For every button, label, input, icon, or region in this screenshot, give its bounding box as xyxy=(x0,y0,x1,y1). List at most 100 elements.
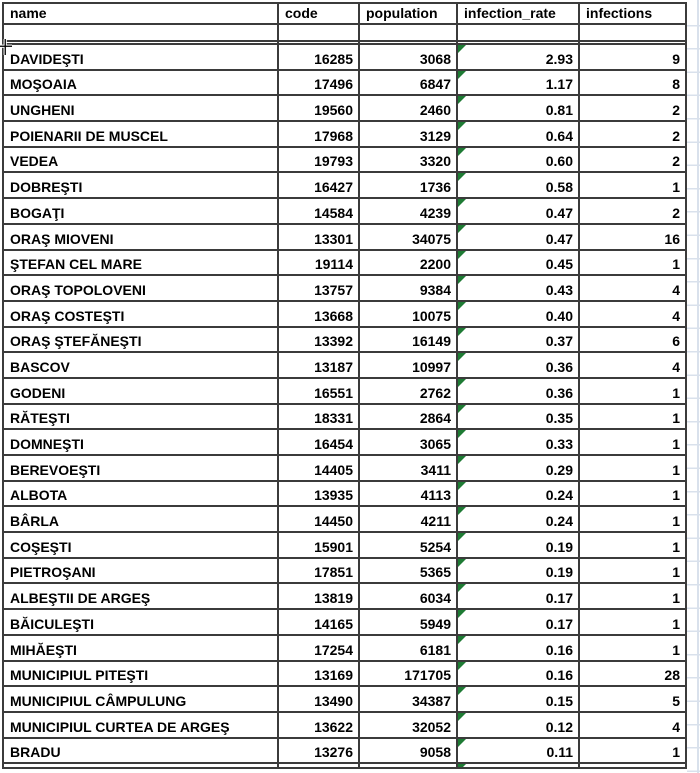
cell-code[interactable]: 19793 xyxy=(277,145,360,174)
cell-code[interactable]: 14405 xyxy=(277,454,360,482)
cell-code[interactable]: 13935 xyxy=(277,479,360,508)
cell-code[interactable]: 19114 xyxy=(277,248,360,277)
cell-infections[interactable]: 16 xyxy=(578,222,687,251)
cell-infection-rate[interactable]: 0.19 xyxy=(456,556,580,585)
cell-infections[interactable]: 1 xyxy=(578,402,687,431)
cell-population[interactable]: 4113 xyxy=(358,479,458,508)
cell-infections[interactable]: 1 xyxy=(578,633,687,662)
cell-population[interactable]: 2460 xyxy=(358,94,458,123)
empty-cell[interactable] xyxy=(358,23,458,42)
cell-population[interactable]: 5254 xyxy=(358,531,458,559)
empty-cell[interactable] xyxy=(277,40,360,45)
cell-infections[interactable]: 1 xyxy=(578,428,687,456)
cell-population[interactable]: 4211 xyxy=(358,505,458,534)
cell-infection-rate[interactable]: 0.45 xyxy=(456,248,580,277)
cell-code[interactable]: 17968 xyxy=(277,120,360,148)
cell-code[interactable]: 13276 xyxy=(277,736,360,765)
cell-infection-rate[interactable]: 0.37 xyxy=(456,325,580,354)
cell-name[interactable]: BASCOV xyxy=(2,351,279,379)
cell-population[interactable]: 4239 xyxy=(358,197,458,225)
cell-name[interactable]: ŞTEFAN CEL MARE xyxy=(2,248,279,277)
cell-name[interactable]: DOMNEŞTI xyxy=(2,428,279,456)
cell-infections[interactable]: 1 xyxy=(578,479,687,508)
cell-population[interactable]: 6034 xyxy=(358,582,458,611)
cell-infections[interactable]: 1 xyxy=(578,556,687,585)
cell-name[interactable]: MIHĂEŞTI xyxy=(2,633,279,662)
cell-code[interactable]: 13490 xyxy=(277,685,360,713)
cell-infections[interactable]: 2 xyxy=(578,145,687,174)
cell-name[interactable]: ORAŞ COSTEŞTI xyxy=(2,299,279,328)
cell-infections[interactable]: 4 xyxy=(578,274,687,302)
cell-infection-rate[interactable]: 0.11 xyxy=(456,736,580,765)
cell-infections[interactable]: 2 xyxy=(578,94,687,123)
cell-name[interactable]: MOŞOAIA xyxy=(2,68,279,97)
cell-population[interactable]: 9384 xyxy=(358,274,458,302)
cell-infections[interactable]: 4 xyxy=(578,710,687,739)
cell-name[interactable]: BÂRLA xyxy=(2,505,279,534)
cell-infections[interactable]: 1 xyxy=(578,376,687,405)
cell-name[interactable]: BĂICULEŞTI xyxy=(2,608,279,636)
cell-name[interactable]: ALBOTA xyxy=(2,479,279,508)
cell-infection-rate[interactable]: 0.43 xyxy=(456,274,580,302)
cell-population[interactable]: 32052 xyxy=(358,710,458,739)
empty-cell[interactable] xyxy=(2,23,279,42)
cell-infection-rate[interactable]: 0.17 xyxy=(456,582,580,611)
cell-infection-rate[interactable]: 0.29 xyxy=(456,454,580,482)
cell-code[interactable]: 16454 xyxy=(277,428,360,456)
cell-code[interactable]: 17254 xyxy=(277,633,360,662)
column-header-population[interactable]: population xyxy=(358,2,458,25)
column-header-infections[interactable]: infections xyxy=(578,2,687,25)
empty-cell[interactable] xyxy=(358,762,458,770)
cell-infections[interactable]: 2 xyxy=(578,197,687,225)
empty-cell[interactable] xyxy=(578,40,687,45)
cell-infections[interactable]: 1 xyxy=(578,736,687,765)
cell-infection-rate[interactable]: 0.36 xyxy=(456,351,580,379)
cell-infection-rate[interactable]: 0.81 xyxy=(456,94,580,123)
cell-infection-rate[interactable]: 0.64 xyxy=(456,120,580,148)
cell-name[interactable]: BEREVOEŞTI xyxy=(2,454,279,482)
cell-infection-rate[interactable]: 0.16 xyxy=(456,633,580,662)
cell-code[interactable]: 16551 xyxy=(277,376,360,405)
cell-infections[interactable]: 2 xyxy=(578,120,687,148)
cell-infections[interactable]: 5 xyxy=(578,685,687,713)
cell-code[interactable]: 13668 xyxy=(277,299,360,328)
cell-code[interactable]: 15901 xyxy=(277,531,360,559)
empty-cell[interactable] xyxy=(358,40,458,45)
cell-infections[interactable]: 4 xyxy=(578,299,687,328)
cell-population[interactable]: 10997 xyxy=(358,351,458,379)
cell-name[interactable]: ORAŞ TOPOLOVENI xyxy=(2,274,279,302)
cell-population[interactable]: 171705 xyxy=(358,659,458,688)
cell-code[interactable]: 13301 xyxy=(277,222,360,251)
cell-code[interactable]: 17851 xyxy=(277,556,360,585)
cell-infections[interactable]: 1 xyxy=(578,248,687,277)
cell-code[interactable]: 13392 xyxy=(277,325,360,354)
cell-population[interactable]: 34387 xyxy=(358,685,458,713)
cell-name[interactable]: MUNICIPIUL CURTEA DE ARGEŞ xyxy=(2,710,279,739)
cell-name[interactable]: RĂTEŞTI xyxy=(2,402,279,431)
cell-population[interactable]: 2200 xyxy=(358,248,458,277)
cell-population[interactable]: 10075 xyxy=(358,299,458,328)
cell-population[interactable]: 3129 xyxy=(358,120,458,148)
empty-cell[interactable] xyxy=(456,23,580,42)
cell-infection-rate[interactable]: 0.15 xyxy=(456,685,580,713)
cell-infection-rate[interactable]: 0.19 xyxy=(456,531,580,559)
cell-name[interactable]: BRADU xyxy=(2,736,279,765)
empty-cell[interactable] xyxy=(456,40,580,45)
cell-code[interactable]: 17496 xyxy=(277,68,360,97)
cell-code[interactable]: 13622 xyxy=(277,710,360,739)
empty-cell[interactable] xyxy=(277,762,360,770)
empty-cells-area[interactable] xyxy=(687,0,700,773)
cell-population[interactable]: 34075 xyxy=(358,222,458,251)
cell-name[interactable]: COŞEŞTI xyxy=(2,531,279,559)
cell-infections[interactable]: 9 xyxy=(578,43,687,71)
cell-code[interactable]: 16285 xyxy=(277,43,360,71)
cell-code[interactable]: 13187 xyxy=(277,351,360,379)
cell-infection-rate[interactable]: 0.47 xyxy=(456,222,580,251)
cell-infections[interactable]: 1 xyxy=(578,608,687,636)
cell-infections[interactable]: 1 xyxy=(578,454,687,482)
empty-cell[interactable] xyxy=(456,762,580,770)
cell-name[interactable]: DAVIDEŞTI xyxy=(2,43,279,71)
empty-cell[interactable] xyxy=(578,23,687,42)
cell-name[interactable]: MUNICIPIUL PITEŞTI xyxy=(2,659,279,688)
empty-cell[interactable] xyxy=(2,762,279,770)
